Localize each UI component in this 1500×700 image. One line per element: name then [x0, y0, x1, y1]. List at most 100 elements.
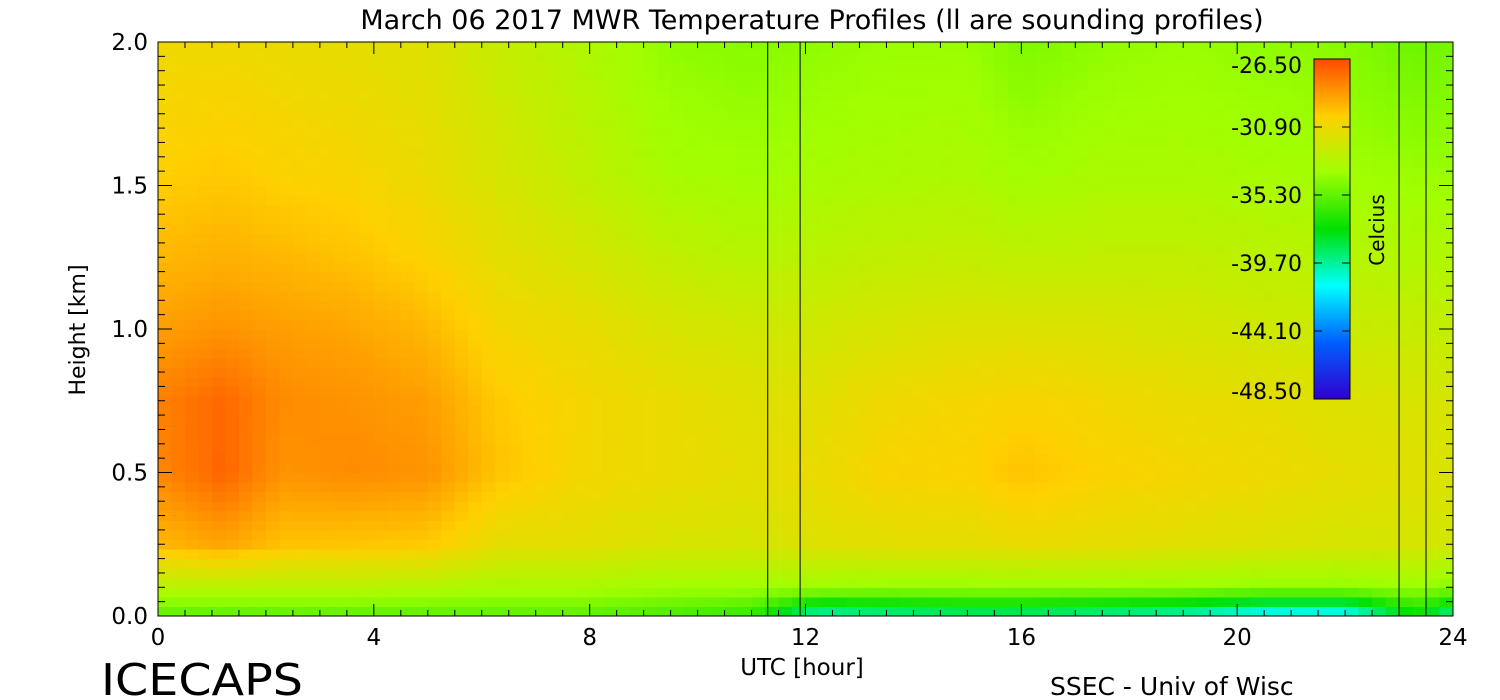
- heatmap-cell: [225, 434, 240, 445]
- heatmap-cell: [953, 510, 968, 521]
- heatmap-cell: [211, 70, 227, 81]
- heatmap-cell: [414, 223, 429, 234]
- heatmap-cell: [360, 281, 375, 292]
- heatmap-cell: [765, 195, 780, 206]
- heatmap-cell: [1237, 99, 1252, 110]
- heatmap-cell: [1129, 395, 1144, 407]
- heatmap-cell: [738, 596, 753, 608]
- heatmap-cell: [319, 587, 334, 598]
- heatmap-cell: [845, 424, 861, 435]
- heatmap-cell: [1007, 587, 1022, 598]
- heatmap-cell: [1196, 128, 1211, 139]
- heatmap-cell: [535, 204, 550, 215]
- heatmap-cell: [333, 281, 348, 292]
- heatmap-cell: [886, 319, 901, 330]
- heatmap-cell: [387, 510, 402, 521]
- heatmap-cell: [441, 367, 456, 378]
- heatmap-cell: [171, 185, 186, 196]
- heatmap-cell: [508, 290, 523, 301]
- heatmap-cell: [1061, 242, 1076, 254]
- heatmap-cell: [899, 367, 915, 378]
- heatmap-cell: [1102, 357, 1117, 368]
- heatmap-cell: [630, 42, 645, 53]
- heatmap-cell: [1102, 42, 1117, 53]
- heatmap-cell: [225, 166, 240, 177]
- heatmap-cell: [711, 596, 726, 608]
- heatmap-cell: [495, 386, 510, 397]
- heatmap-cell: [306, 223, 321, 234]
- heatmap-cell: [562, 424, 577, 435]
- heatmap-cell: [1250, 51, 1265, 62]
- heatmap-cell: [913, 395, 928, 407]
- heatmap-cell: [481, 156, 496, 167]
- heatmap-cell: [454, 262, 469, 273]
- heatmap-cell: [818, 70, 834, 81]
- heatmap-cell: [158, 70, 173, 81]
- heatmap-cell: [1007, 156, 1022, 167]
- heatmap-cell: [373, 568, 388, 579]
- heatmap-cell: [333, 462, 348, 474]
- heatmap-cell: [926, 42, 941, 53]
- heatmap-cell: [333, 108, 348, 120]
- heatmap-cell: [495, 89, 510, 100]
- heatmap-cell: [319, 539, 334, 550]
- heatmap-cell: [333, 70, 348, 81]
- heatmap-cell: [643, 338, 658, 349]
- heatmap-cell: [265, 491, 281, 502]
- heatmap-cell: [845, 204, 861, 215]
- heatmap-cell: [387, 290, 402, 301]
- heatmap-cell: [603, 529, 618, 541]
- heatmap-cell: [576, 51, 591, 62]
- heatmap-cell: [738, 156, 753, 167]
- heatmap-cell: [859, 472, 874, 483]
- heatmap-cell: [630, 386, 645, 397]
- heatmap-cell: [1075, 118, 1090, 129]
- heatmap-cell: [684, 472, 699, 483]
- heatmap-cell: [387, 520, 402, 531]
- heatmap-cell: [508, 415, 523, 426]
- heatmap-cell: [1034, 405, 1049, 416]
- heatmap-cell: [657, 70, 672, 81]
- heatmap-cell: [940, 252, 955, 263]
- heatmap-cell: [1061, 61, 1076, 72]
- heatmap-cell: [967, 376, 982, 387]
- heatmap-cell: [252, 549, 267, 560]
- heatmap-cell: [792, 42, 807, 53]
- heatmap-cell: [225, 549, 240, 560]
- heatmap-cell: [845, 443, 861, 454]
- heatmap-cell: [805, 596, 820, 608]
- heatmap-cell: [913, 147, 928, 158]
- heatmap-cell: [306, 70, 321, 81]
- heatmap-cell: [1102, 520, 1117, 531]
- heatmap-cell: [198, 520, 213, 531]
- heatmap-cell: [1210, 367, 1225, 378]
- heatmap-cell: [238, 539, 254, 550]
- heatmap-cell: [738, 376, 753, 387]
- heatmap-cell: [360, 290, 375, 301]
- heatmap-cell: [980, 252, 995, 263]
- heatmap-cell: [158, 118, 173, 129]
- heatmap-cell: [1075, 453, 1090, 464]
- heatmap-cell: [360, 61, 375, 72]
- heatmap-cell: [333, 195, 348, 206]
- heatmap-cell: [1061, 558, 1076, 569]
- heatmap-cell: [765, 443, 780, 454]
- heatmap-cell: [711, 271, 726, 282]
- heatmap-cell: [1223, 290, 1238, 301]
- heatmap-cell: [845, 166, 861, 177]
- heatmap-cell: [1075, 415, 1090, 426]
- heatmap-cell: [684, 99, 699, 110]
- heatmap-cell: [360, 596, 375, 608]
- heatmap-cell: [1129, 108, 1144, 120]
- heatmap-cell: [953, 501, 968, 512]
- heatmap-cell: [832, 70, 847, 81]
- heatmap-cell: [373, 453, 388, 464]
- heatmap-cell: [1250, 338, 1265, 349]
- heatmap-cell: [373, 558, 388, 569]
- heatmap-cell: [184, 271, 200, 282]
- heatmap-cell: [265, 338, 281, 349]
- heatmap-cell: [859, 262, 874, 273]
- heatmap-cell: [1196, 453, 1211, 464]
- heatmap-cell: [899, 61, 915, 72]
- heatmap-cell: [562, 357, 577, 368]
